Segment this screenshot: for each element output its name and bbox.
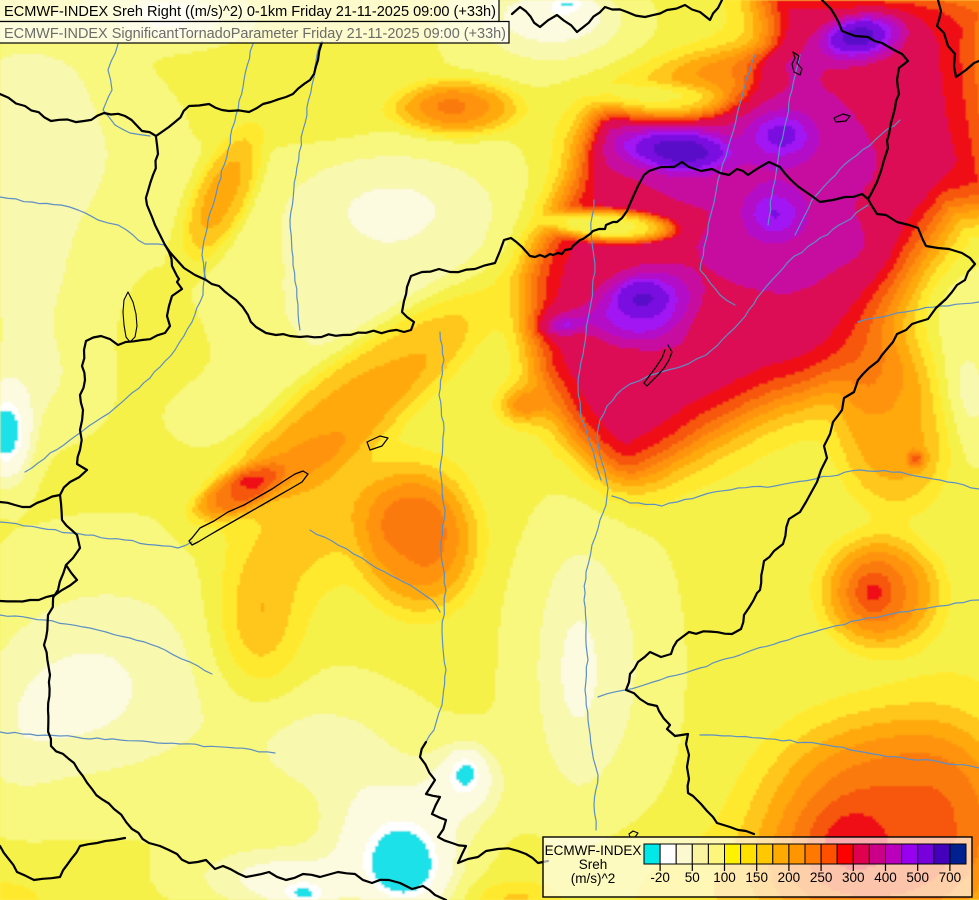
- svg-text:ECMWF-INDEX: ECMWF-INDEX: [545, 843, 642, 858]
- svg-text:Sreh: Sreh: [579, 857, 608, 872]
- svg-text:250: 250: [810, 870, 833, 885]
- svg-text:50: 50: [685, 870, 700, 885]
- svg-text:(m/s)^2: (m/s)^2: [571, 871, 616, 886]
- svg-text:ECMWF-INDEX SignificantTornado: ECMWF-INDEX SignificantTornadoParameter …: [4, 25, 506, 42]
- svg-text:-20: -20: [650, 870, 670, 885]
- svg-text:700: 700: [939, 870, 962, 885]
- svg-text:100: 100: [713, 870, 736, 885]
- svg-text:400: 400: [874, 870, 897, 885]
- svg-text:ECMWF-INDEX Sreh Right ((m/s)^: ECMWF-INDEX Sreh Right ((m/s)^2) 0-1km F…: [4, 3, 496, 20]
- svg-text:200: 200: [778, 870, 801, 885]
- svg-text:150: 150: [745, 870, 768, 885]
- svg-text:500: 500: [906, 870, 929, 885]
- svg-text:300: 300: [842, 870, 865, 885]
